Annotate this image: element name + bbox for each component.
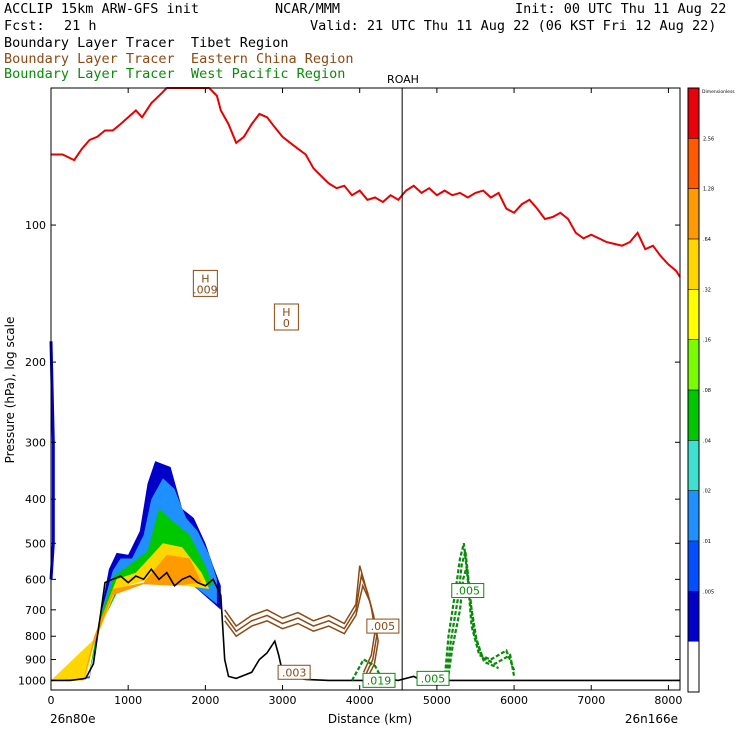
plot-frame	[50, 87, 681, 691]
high-marker-value-1: 0	[283, 317, 290, 330]
colorbar-label-5: .08	[703, 388, 711, 394]
y-tick-label-6: 700	[25, 604, 46, 617]
west-pacific-label-1: .019	[362, 672, 396, 688]
west-pacific-label-1-box	[362, 672, 396, 688]
colorbar-swatch-5	[688, 339, 699, 390]
tibet-tracer-contour-4	[51, 554, 202, 681]
colorbar-title: Dimensionless	[702, 89, 735, 95]
colorbar-swatch-6	[688, 390, 699, 441]
y-tick-label-1: 200	[25, 356, 46, 369]
station-label: ROAH	[387, 73, 419, 86]
x-axis-label: Distance (km)	[328, 712, 412, 726]
y-tick-label-5: 600	[25, 573, 46, 586]
eastern-china-label-1: .003	[277, 664, 311, 680]
eastern-china-label-1-text: .003	[282, 666, 307, 679]
y-tick-label-9: 1000	[18, 674, 46, 687]
colorbar-swatch-1	[688, 138, 699, 189]
x-tick-label-2: 2000	[191, 694, 219, 707]
header-org: NCAR/MMM	[275, 1, 341, 17]
west-pacific-label-0-text: .005	[456, 585, 481, 598]
x-tick-label-4: 4000	[346, 694, 374, 707]
tibet-tracer-left-edge	[49, 341, 55, 580]
eastern-china-label-1-box	[277, 664, 311, 680]
high-marker-h-1: H	[282, 306, 290, 319]
y-tick-label-2: 300	[25, 436, 46, 449]
header-fcst-label: Fcst:	[4, 18, 45, 34]
high-marker-1: H0	[273, 303, 299, 331]
y-tick-label-3: 400	[25, 493, 46, 506]
header-valid: Valid: 21 UTC Thu 11 Aug 22 (06 KST Fri …	[310, 18, 717, 34]
colorbar-swatch-9	[688, 541, 699, 592]
x-tick-label-8: 8000	[654, 694, 682, 707]
colorbar-swatch-3	[688, 239, 699, 290]
high-marker-box-1	[273, 303, 299, 331]
west-pacific-label-1-text: .019	[367, 674, 392, 687]
colorbar-label-1: 1.28	[703, 187, 714, 193]
x-tick-label-0: 0	[48, 694, 55, 707]
x-tick-label-7: 7000	[577, 694, 605, 707]
colorbar-label-3: .32	[703, 287, 711, 293]
tibet-tracer-contour-2	[51, 508, 214, 681]
eastern-china-label-0-text: .005	[371, 620, 396, 633]
legend-line-tibet: Boundary Layer Tracer Tibet Region	[4, 35, 289, 51]
colorbar-swatch-7	[688, 440, 699, 491]
colorbar-label-6: .04	[703, 438, 711, 444]
colorbar-swatch-2	[688, 188, 699, 239]
eastern-china-label-0: .005	[366, 618, 400, 634]
colorbar-swatch-8	[688, 490, 699, 541]
y-tick-label-0: 100	[25, 219, 46, 232]
header-fcst-value: 21 h	[64, 18, 97, 34]
west-pacific-contour-2	[445, 550, 516, 681]
x-tick-label-1: 1000	[114, 694, 142, 707]
y-tick-label-4: 500	[25, 537, 46, 550]
header-init: Init: 00 UTC Thu 11 Aug 22	[515, 1, 727, 17]
eastern-china-contour-2	[224, 583, 379, 677]
colorbar-label-7: .02	[703, 489, 711, 495]
west-pacific-label-0-box	[451, 583, 485, 599]
high-marker-h-0: H	[201, 272, 209, 285]
y-tick-label-8: 900	[25, 654, 46, 667]
west-pacific-label-2: .005	[416, 670, 450, 686]
right-endpoint-label: 26n166e	[625, 712, 678, 726]
west-pacific-contour-3	[446, 565, 500, 681]
high-marker-value-0: .009	[193, 283, 218, 296]
legend-line-west-pacific: Boundary Layer Tracer West Pacific Regio…	[4, 66, 346, 82]
high-marker-box-0	[192, 269, 218, 297]
x-tick-label-6: 6000	[500, 694, 528, 707]
colorbar-label-0: 2.56	[703, 136, 714, 142]
x-tick-label-5: 5000	[423, 694, 451, 707]
header-model: ACCLIP 15km ARW-GFS init	[4, 1, 200, 17]
west-pacific-label-2-text: .005	[421, 672, 446, 685]
colorbar-swatch-4	[688, 289, 699, 340]
y-tick-label-7: 800	[25, 630, 46, 643]
colorbar-swatch-10	[688, 591, 699, 642]
west-pacific-label-0: .005	[451, 583, 485, 599]
colorbar-swatch-11	[688, 641, 699, 692]
y-axis-label: Pressure (hPa), log scale	[3, 317, 17, 464]
legend-line-eastern-china: Boundary Layer Tracer Eastern China Regi…	[4, 51, 354, 67]
tropopause-line	[51, 87, 681, 278]
high-marker-0: H.009	[192, 269, 218, 297]
colorbar-label-4: .16	[703, 338, 711, 344]
colorbar-swatch-0	[688, 88, 699, 139]
colorbar-label-9: .005	[703, 589, 714, 595]
left-endpoint-label: 26n80e	[50, 712, 96, 726]
colorbar-label-8: .01	[703, 539, 711, 545]
colorbar-label-2: .64	[703, 237, 711, 243]
x-tick-label-3: 3000	[269, 694, 297, 707]
west-pacific-label-2-box	[416, 670, 450, 686]
eastern-china-label-0-box	[366, 618, 400, 634]
